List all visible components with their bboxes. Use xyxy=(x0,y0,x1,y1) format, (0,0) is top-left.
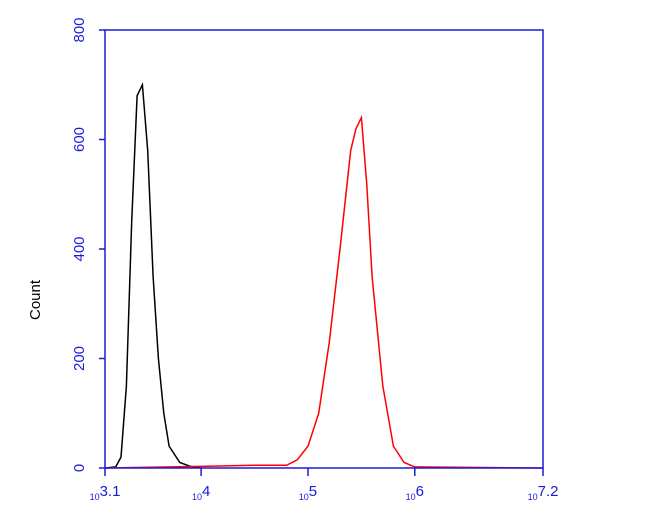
y-tick-label: 400 xyxy=(71,236,88,261)
series-line xyxy=(104,114,544,469)
tick-exponent: 5 xyxy=(309,483,317,500)
y-tick-label: 600 xyxy=(71,127,88,152)
tick-base: 10 xyxy=(90,492,100,502)
tick-base: 10 xyxy=(299,492,309,502)
series-line xyxy=(104,82,202,469)
tick-exponent: 6 xyxy=(416,483,424,500)
tick-base: 10 xyxy=(406,492,416,502)
tick-exponent: 3.1 xyxy=(100,483,121,500)
tick-exponent: 4 xyxy=(202,483,210,500)
y-axis-label: Count xyxy=(27,279,44,320)
tick-base: 10 xyxy=(192,492,202,502)
y-tick-label: 800 xyxy=(71,17,88,42)
tick-base: 10 xyxy=(528,492,538,502)
y-tick-label: 200 xyxy=(71,346,88,371)
x-tick-label: 107.2 xyxy=(528,483,559,502)
x-tick-label: 106 xyxy=(406,483,424,502)
x-tick-label: 103.1 xyxy=(90,483,121,502)
tick-exponent: 7.2 xyxy=(538,483,559,500)
x-tick-label: 105 xyxy=(299,483,317,502)
plot-frame xyxy=(104,29,544,469)
x-tick-label: 104 xyxy=(192,483,210,502)
y-tick-label: 0 xyxy=(71,464,88,472)
